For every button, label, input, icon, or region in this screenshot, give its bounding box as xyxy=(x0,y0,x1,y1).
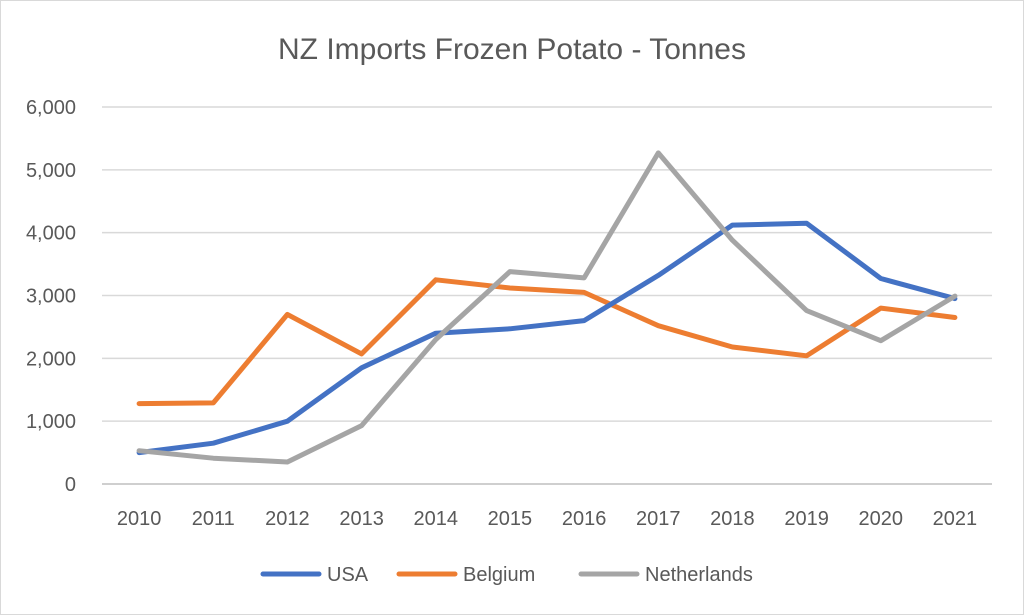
y-tick-label: 1,000 xyxy=(26,411,76,433)
x-tick-label: 2013 xyxy=(339,508,384,530)
series-lines xyxy=(136,150,958,465)
x-tick-label: 2021 xyxy=(933,508,978,530)
x-tick-label: 2014 xyxy=(414,508,459,530)
series-line-usa xyxy=(136,220,958,456)
x-tick-label: 2019 xyxy=(784,508,829,530)
y-tick-label: 2,000 xyxy=(26,348,76,370)
legend-label-belgium: Belgium xyxy=(463,564,535,586)
x-tick-label: 2010 xyxy=(117,508,162,530)
x-tick-label: 2012 xyxy=(265,508,310,530)
y-axis-tick-labels: 0 1,000 2,000 3,000 4,000 5,000 6,000 xyxy=(26,97,76,496)
legend-label-netherlands: Netherlands xyxy=(645,564,753,586)
x-tick-label: 2015 xyxy=(488,508,533,530)
x-tick-label: 2017 xyxy=(636,508,681,530)
x-axis-tick-labels: 2010 2011 2012 2013 2014 2015 2016 2017 2018 2019… xyxy=(117,508,977,530)
series-line-belgium xyxy=(136,277,958,407)
y-tick-label: 0 xyxy=(65,474,76,496)
legend: USA Belgium Netherlands xyxy=(260,564,753,586)
y-tick-label: 6,000 xyxy=(26,97,76,119)
x-tick-label: 2020 xyxy=(859,508,904,530)
x-tick-label: 2018 xyxy=(710,508,755,530)
x-tick-label: 2011 xyxy=(192,508,235,530)
y-tick-label: 3,000 xyxy=(26,286,76,308)
series-line-netherlands xyxy=(136,150,958,465)
x-tick-label: 2016 xyxy=(562,508,607,530)
chart-title: NZ Imports Frozen Potato - Tonnes xyxy=(278,33,746,66)
y-tick-label: 5,000 xyxy=(26,160,76,182)
y-tick-label: 4,000 xyxy=(26,223,76,245)
gridlines xyxy=(102,106,992,485)
legend-label-usa: USA xyxy=(327,564,369,586)
